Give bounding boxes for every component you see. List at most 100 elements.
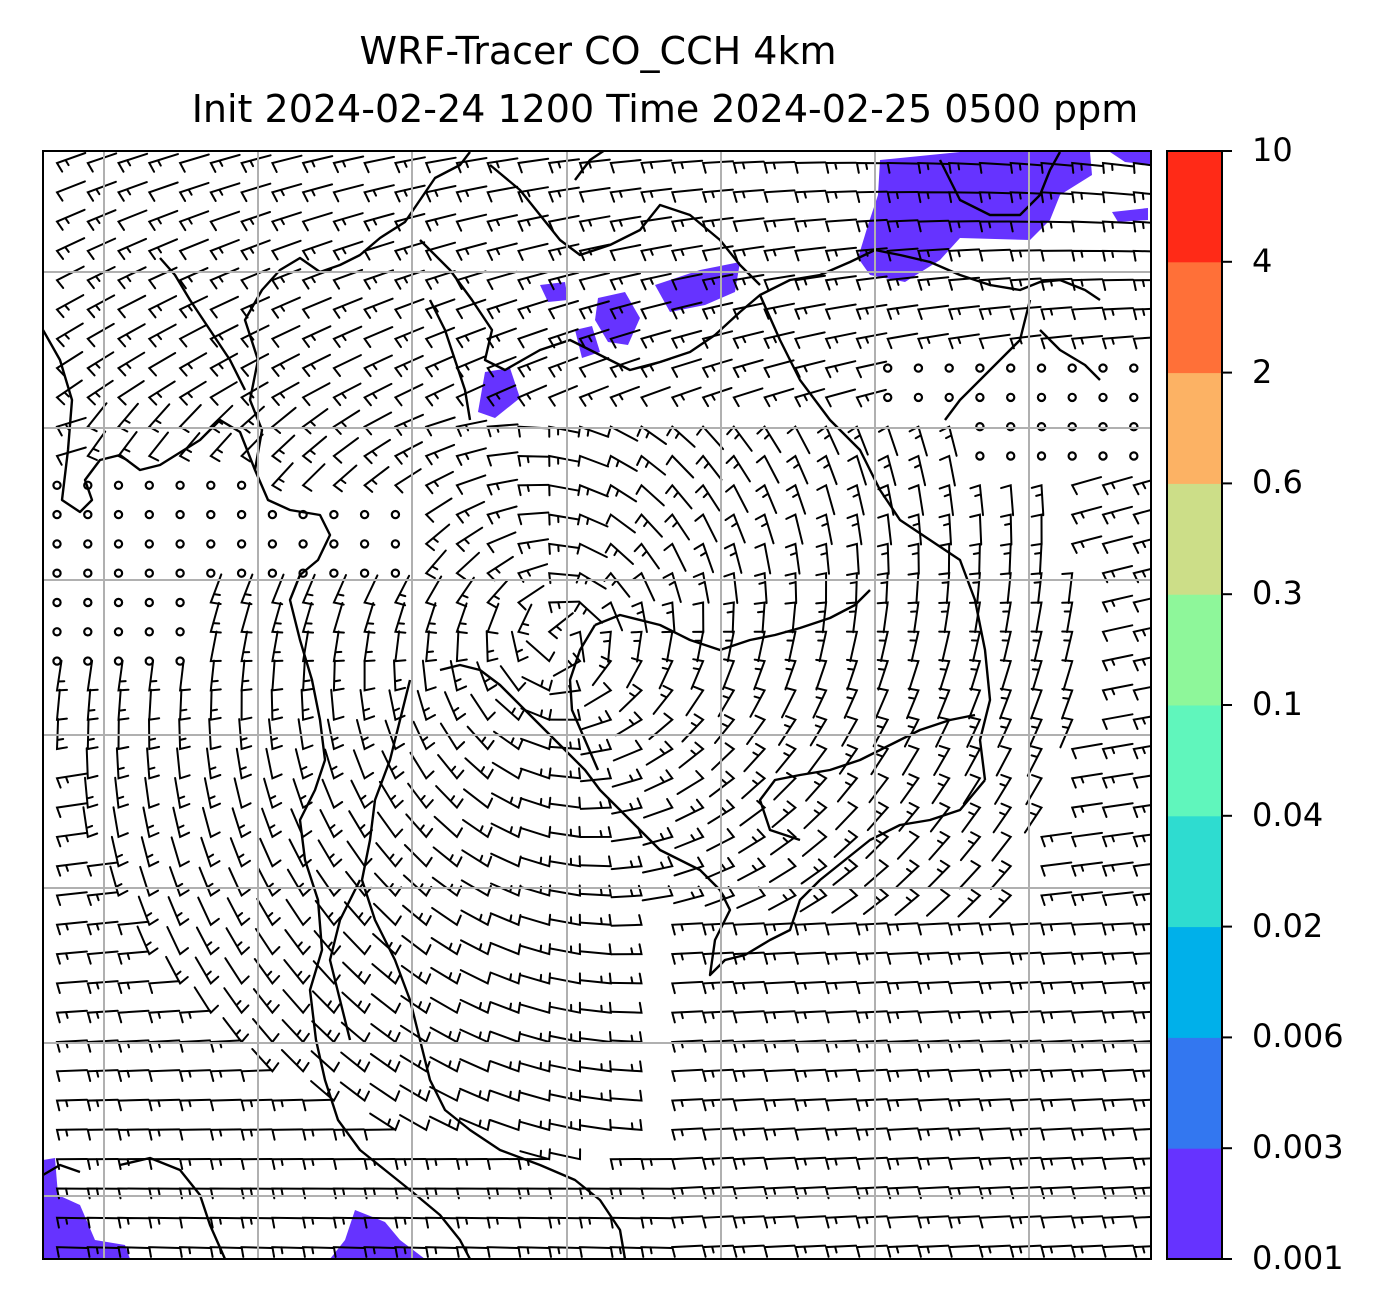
wind-barb (969, 659, 982, 691)
wind-barb (517, 1246, 550, 1258)
wind-barb (263, 777, 283, 810)
calm-wind-marker (175, 597, 185, 608)
wind-barb (424, 497, 453, 523)
wind-barb (670, 273, 703, 291)
wind-barb (610, 1060, 643, 1073)
wind-barb (794, 1244, 827, 1258)
wind-barb (855, 1244, 888, 1258)
wind-barb (486, 505, 518, 525)
wind-barb (994, 773, 1013, 805)
wind-barb (753, 601, 766, 634)
wind-barb (640, 187, 673, 203)
wind-barb (763, 274, 796, 291)
wind-barb (270, 211, 302, 232)
wind-barb (846, 513, 863, 546)
wind-barb (270, 353, 300, 377)
wind-barb (794, 303, 826, 320)
wind-barb (1132, 685, 1151, 701)
wind-barb (1132, 1186, 1151, 1200)
wind-barb (1040, 1098, 1073, 1112)
coastline-gulf (439, 663, 986, 977)
wind-barb (671, 1068, 704, 1082)
calm-wind-marker (390, 568, 401, 578)
wind-barb (294, 748, 314, 780)
wind-barb (297, 718, 314, 751)
wind-barb (1009, 980, 1042, 995)
wind-barb (1009, 334, 1042, 350)
wind-barb (55, 1246, 88, 1258)
wind-barb (165, 955, 189, 985)
wind-barb (1132, 952, 1151, 965)
calm-wind-marker (1006, 422, 1016, 432)
wind-barb (907, 659, 920, 691)
wind-barb (209, 404, 234, 434)
wind-barb (455, 185, 488, 203)
border-south-1 (360, 679, 627, 1259)
border-upper-central-2 (574, 151, 606, 181)
wind-barb (206, 747, 222, 780)
wind-barb (424, 470, 454, 495)
wind-barb (661, 630, 674, 663)
wind-barb (784, 658, 797, 691)
wind-barb (701, 1068, 734, 1082)
wind-barb (1132, 191, 1151, 204)
wind-barb (1101, 951, 1134, 965)
wind-barb (455, 447, 487, 466)
wind-barb (356, 719, 375, 751)
wind-barb (1070, 1156, 1104, 1170)
wind-barb (815, 542, 830, 575)
wind-barb (781, 686, 797, 719)
wind-barb (424, 443, 456, 466)
colorbar-tick-label: 0.6 (1252, 463, 1303, 502)
calm-wind-marker (1036, 451, 1047, 461)
wind-barb (847, 425, 869, 456)
wind-barb (1009, 1215, 1042, 1229)
wind-barb (815, 513, 833, 546)
calm-wind-marker (113, 597, 124, 608)
wind-barb (117, 718, 130, 751)
wind-barb (147, 323, 177, 348)
calm-wind-marker (913, 363, 924, 373)
wind-barb (824, 246, 857, 262)
wind-barb (271, 1246, 304, 1258)
wind-barb (209, 295, 239, 319)
wind-barb (82, 806, 99, 839)
wind-barb (855, 1156, 888, 1170)
wind-barb (1132, 922, 1151, 936)
wind-barb (947, 1156, 981, 1170)
wind-barb (763, 387, 795, 408)
wind-barb (270, 406, 297, 434)
wind-barb (235, 747, 252, 780)
wind-barb (824, 331, 857, 349)
wind-barb (670, 386, 702, 407)
wind-barb (1040, 1127, 1073, 1141)
wind-barb (549, 679, 582, 696)
wind-barb (332, 437, 359, 464)
wind-barb (455, 602, 468, 634)
wind-barb (855, 1186, 888, 1200)
wind-barb (424, 523, 451, 552)
wind-barb (1071, 191, 1104, 204)
wind-barb (726, 425, 753, 452)
wind-barb (330, 688, 345, 722)
wind-barb (645, 740, 674, 766)
wind-barb (116, 209, 148, 231)
wind-barb (486, 299, 518, 320)
wind-barb (1040, 277, 1073, 291)
wind-barb (372, 933, 402, 956)
wind-barb (314, 899, 342, 927)
wind-barb (209, 352, 239, 377)
wind-barb (917, 1215, 950, 1229)
wind-barb (673, 856, 705, 877)
wind-barb (547, 271, 580, 291)
wind-barb (676, 770, 705, 795)
wind-barb (978, 1127, 1011, 1141)
wind-barb (754, 571, 768, 605)
wind-barb (549, 1148, 582, 1161)
wind-barb (117, 1246, 150, 1258)
wind-barb (549, 796, 582, 809)
wind-barb (178, 1128, 212, 1141)
wind-barb (938, 542, 951, 575)
wind-barb (117, 659, 130, 692)
wind-barb (516, 384, 548, 407)
